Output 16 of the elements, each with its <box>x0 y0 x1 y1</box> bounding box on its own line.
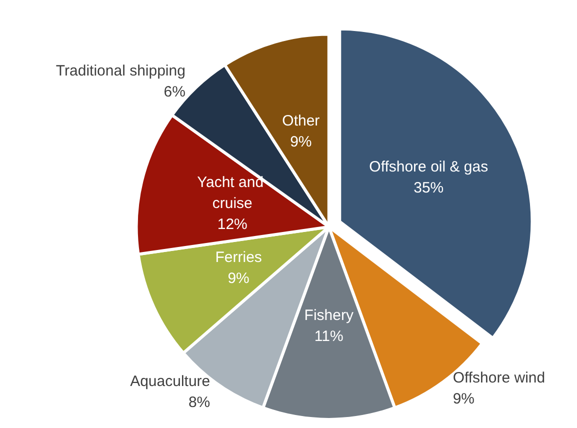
slice-label: Other <box>282 112 320 130</box>
data-label: 35% <box>414 179 444 196</box>
slice-label: Ferries <box>215 249 262 266</box>
data-label: 11% <box>314 328 344 346</box>
data-label: 8% <box>188 394 210 412</box>
slice-label: Offshore wind <box>452 369 546 386</box>
slice-label: Traditional shipping <box>56 62 186 80</box>
slice-label: Fishery <box>304 307 354 324</box>
slice-label: Aquaculture <box>130 373 210 390</box>
slice-label: Yacht and cruise <box>197 174 268 212</box>
data-label: 9% <box>228 270 250 288</box>
data-label: 9% <box>290 134 312 151</box>
data-label: 6% <box>164 84 186 101</box>
data-label: 9% <box>452 390 475 408</box>
slice-label: Offshore oil & gas <box>369 158 488 176</box>
data-label: 12% <box>217 216 248 233</box>
